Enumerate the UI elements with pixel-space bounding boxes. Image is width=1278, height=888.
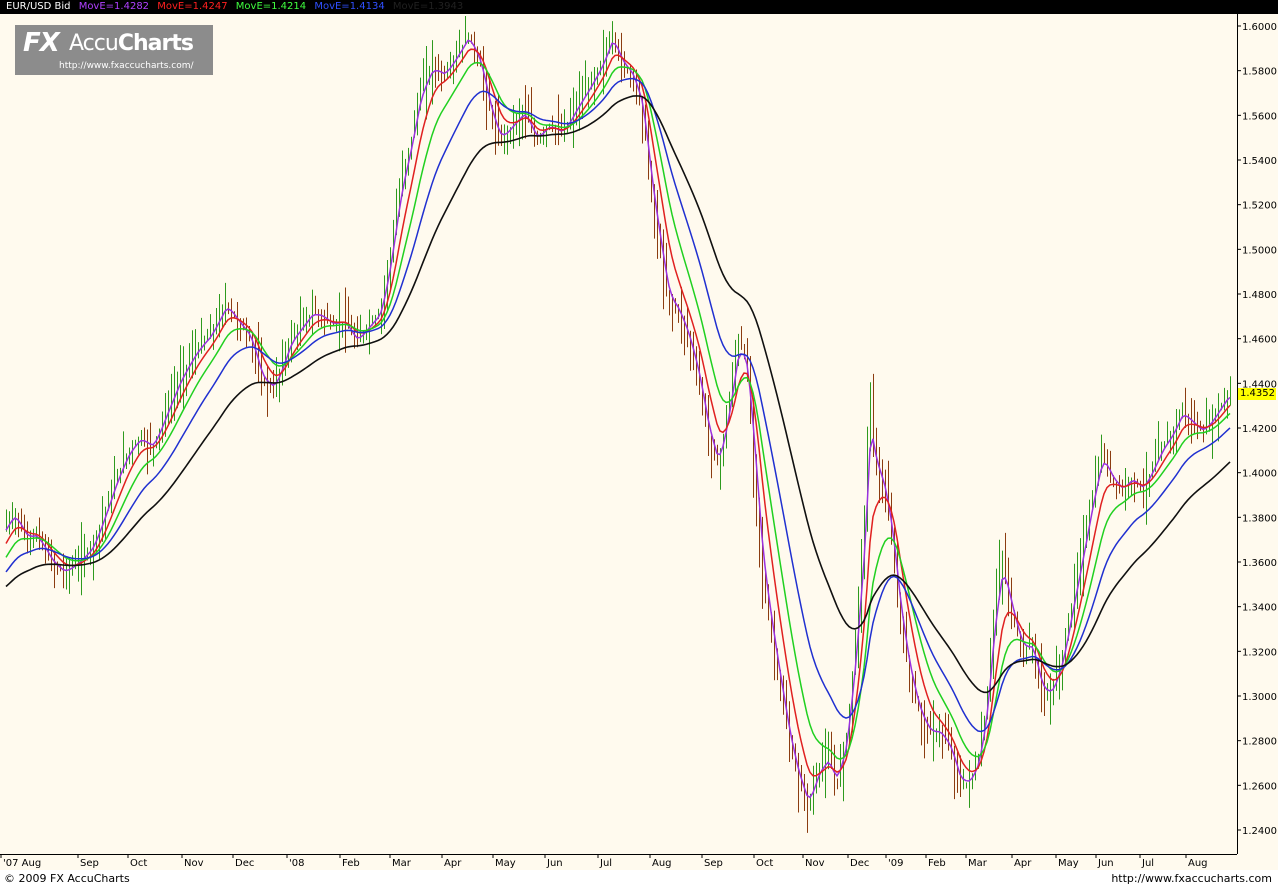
time-tick-label: Jun — [1097, 858, 1114, 869]
time-tick-label: Dec — [850, 858, 869, 869]
price-tick-label: 1.3600 — [1242, 558, 1277, 569]
price-tick-label: 1.3800 — [1242, 513, 1277, 524]
time-axis-ticks: '07 Aug Sep Oct Nov Dec '08 Feb Mar Apr May Jun Jul… — [0, 854, 1208, 869]
fxaccucharts-logo: FX AccuCharts http://www.fxaccucharts.co… — [15, 25, 213, 75]
time-tick-label: Feb — [928, 858, 946, 869]
time-tick-label: '09 — [888, 858, 903, 869]
price-tick-label: 1.5400 — [1242, 156, 1277, 167]
plot-area — [0, 14, 1237, 854]
price-tick-label: 1.5600 — [1242, 111, 1277, 122]
price-chart[interactable]: 1.6000 1.5800 1.5600 1.5400 1.5200 1.5000 1.48… — [0, 14, 1278, 870]
price-tick-label: 1.3000 — [1242, 692, 1277, 703]
moving-averages — [5, 39, 1231, 799]
price-tick-label: 1.4400 — [1242, 379, 1277, 390]
price-tick-label: 1.4600 — [1242, 335, 1277, 346]
time-tick-label: Apr — [1014, 858, 1032, 869]
time-tick-label: '07 Aug — [3, 858, 41, 869]
price-tick-label: 1.3400 — [1242, 603, 1277, 614]
price-tick-label: 1.5200 — [1242, 201, 1277, 212]
price-tick-label: 1.4000 — [1242, 469, 1277, 480]
price-tick-label: 1.4200 — [1242, 424, 1277, 435]
time-tick-label: Dec — [235, 858, 254, 869]
ema-4-label: MovE=1.4134 — [314, 1, 385, 12]
moving-average-line-4 — [5, 77, 1231, 733]
time-tick-label: Jul — [599, 858, 612, 869]
price-axis-ticks: 1.6000 1.5800 1.5600 1.5400 1.5200 1.5000 1.48… — [1237, 22, 1277, 837]
price-tick-label: 1.3200 — [1242, 647, 1277, 658]
time-axis-panel — [0, 854, 1278, 870]
time-tick-label: Mar — [968, 858, 988, 869]
logo-url: http://www.fxaccucharts.com/ — [59, 61, 194, 71]
price-tick-label: 1.4800 — [1242, 290, 1277, 301]
time-tick-label: Oct — [130, 858, 147, 869]
time-tick-label: May — [1058, 858, 1079, 869]
indicator-legend-bar: EUR/USD Bid MovE=1.4282 MovE=1.4247 MovE… — [0, 0, 1278, 14]
moving-average-line-3 — [5, 61, 1231, 760]
time-tick-label: Apr — [444, 858, 462, 869]
time-tick-label: Mar — [392, 858, 412, 869]
price-tick-label: 1.5000 — [1242, 245, 1277, 256]
time-tick-label: Jun — [546, 858, 563, 869]
ema-2-label: MovE=1.4247 — [157, 1, 228, 12]
last-price-tag: 1.4352 — [1238, 388, 1276, 401]
moving-average-line-5 — [5, 95, 1231, 694]
moving-average-line-2 — [5, 48, 1231, 777]
ema-3-label: MovE=1.4214 — [235, 1, 307, 12]
ema-5-label: MovE=1.3943 — [392, 1, 464, 12]
time-tick-label: Nov — [184, 858, 204, 869]
moving-average-line-1 — [5, 39, 1231, 799]
logo-fx: FX — [23, 28, 60, 58]
footer-url: http://www.fxaccucharts.com — [1111, 872, 1272, 885]
price-tick-label: 1.5800 — [1242, 67, 1277, 78]
symbol-label: EUR/USD Bid — [6, 1, 71, 12]
footer-bar: © 2009 FX AccuCharts http://www.fxaccuch… — [0, 870, 1278, 888]
time-tick-label: Aug — [1188, 858, 1208, 869]
copyright-text: © 2009 FX AccuCharts — [4, 872, 130, 885]
time-tick-label: Sep — [80, 858, 99, 869]
price-tick-label: 1.6000 — [1242, 22, 1277, 33]
time-tick-label: '08 — [289, 858, 304, 869]
ema-1-label: MovE=1.4282 — [78, 1, 150, 12]
price-tick-label: 1.2600 — [1242, 781, 1277, 792]
time-tick-label: Jul — [1141, 858, 1154, 869]
price-axis-panel — [1237, 14, 1278, 854]
time-tick-label: Sep — [704, 858, 723, 869]
time-tick-label: Nov — [805, 858, 825, 869]
time-tick-label: Aug — [652, 858, 672, 869]
price-tick-label: 1.2800 — [1242, 737, 1277, 748]
logo-accucharts: AccuCharts — [69, 31, 194, 56]
time-tick-label: Feb — [342, 858, 360, 869]
price-tick-label: 1.2400 — [1242, 826, 1277, 837]
time-tick-label: May — [495, 858, 516, 869]
time-tick-label: Oct — [756, 858, 773, 869]
